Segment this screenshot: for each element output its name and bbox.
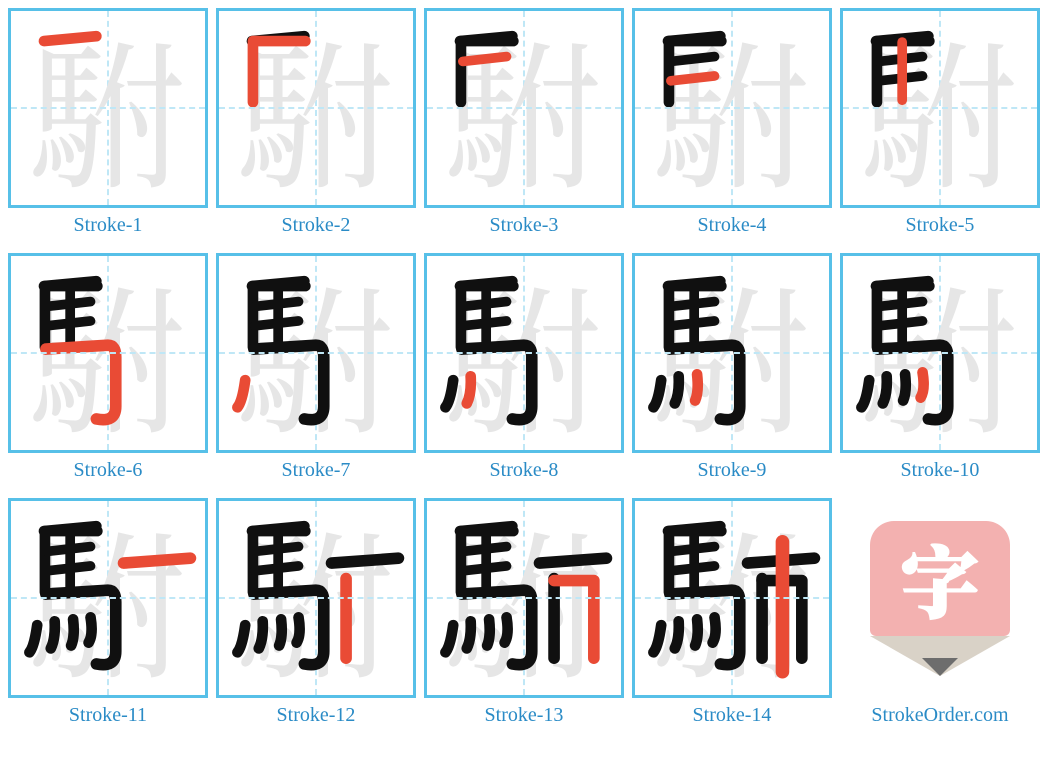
stroke-caption: Stroke-6 (74, 459, 143, 482)
stroke-card: 駙 Stroke-8 (424, 253, 624, 482)
stroke-canvas (635, 501, 829, 695)
stroke-caption: Stroke-12 (277, 704, 356, 727)
stroke-card: 駙 Stroke-10 (840, 253, 1040, 482)
stroke-cell: 駙 (8, 8, 208, 208)
stroke-cell: 駙 (632, 8, 832, 208)
stroke-card: 駙 Stroke-1 (8, 8, 208, 237)
stroke-grid: 駙 Stroke-1 駙 Stroke-2 駙 Stroke-3 駙 Stroke-4 駙 Str… (8, 8, 1050, 743)
stroke-card: 駙 Stroke-11 (8, 498, 208, 727)
stroke-caption: Stroke-4 (698, 214, 767, 237)
stroke-caption: Stroke-1 (74, 214, 143, 237)
stroke-caption: Stroke-8 (490, 459, 559, 482)
stroke-canvas (635, 11, 829, 205)
stroke-card: 駙 Stroke-9 (632, 253, 832, 482)
logo-character: 字 (901, 522, 979, 634)
stroke-cell: 駙 (424, 253, 624, 453)
stroke-cell: 駙 (632, 498, 832, 698)
stroke-cell: 駙 (424, 498, 624, 698)
stroke-canvas (843, 11, 1037, 205)
brand-card: 字 StrokeOrder.com (840, 498, 1040, 727)
stroke-card: 駙 Stroke-2 (216, 8, 416, 237)
stroke-caption: Stroke-14 (693, 704, 772, 727)
stroke-canvas (11, 256, 205, 450)
stroke-caption: Stroke-11 (69, 704, 147, 727)
stroke-caption: Stroke-3 (490, 214, 559, 237)
stroke-canvas (427, 501, 621, 695)
stroke-cell: 駙 (216, 498, 416, 698)
stroke-caption: Stroke-5 (906, 214, 975, 237)
stroke-card: 駙 Stroke-12 (216, 498, 416, 727)
stroke-cell: 駙 (8, 253, 208, 453)
stroke-canvas (11, 11, 205, 205)
stroke-card: 駙 Stroke-3 (424, 8, 624, 237)
brand-logo: 字 (840, 498, 1040, 698)
logo-pencil-tip (870, 636, 1010, 676)
stroke-canvas (843, 256, 1037, 450)
stroke-canvas (219, 501, 413, 695)
stroke-cell: 駙 (216, 253, 416, 453)
brand-name: StrokeOrder.com (871, 704, 1008, 727)
stroke-card: 駙 Stroke-5 (840, 8, 1040, 237)
stroke-cell: 駙 (216, 8, 416, 208)
stroke-card: 駙 Stroke-4 (632, 8, 832, 237)
stroke-cell: 駙 (840, 253, 1040, 453)
stroke-caption: Stroke-10 (901, 459, 980, 482)
stroke-caption: Stroke-2 (282, 214, 351, 237)
stroke-card: 駙 Stroke-13 (424, 498, 624, 727)
stroke-canvas (219, 256, 413, 450)
stroke-cell: 駙 (632, 253, 832, 453)
stroke-caption: Stroke-7 (282, 459, 351, 482)
stroke-canvas (219, 11, 413, 205)
stroke-caption: Stroke-13 (485, 704, 564, 727)
stroke-canvas (11, 501, 205, 695)
logo-pencil-body: 字 (870, 521, 1010, 636)
stroke-cell: 駙 (8, 498, 208, 698)
stroke-canvas (635, 256, 829, 450)
stroke-card: 駙 Stroke-6 (8, 253, 208, 482)
stroke-cell: 駙 (840, 8, 1040, 208)
stroke-canvas (427, 256, 621, 450)
stroke-card: 駙 Stroke-14 (632, 498, 832, 727)
stroke-canvas (427, 11, 621, 205)
stroke-cell: 駙 (424, 8, 624, 208)
stroke-caption: Stroke-9 (698, 459, 767, 482)
stroke-card: 駙 Stroke-7 (216, 253, 416, 482)
